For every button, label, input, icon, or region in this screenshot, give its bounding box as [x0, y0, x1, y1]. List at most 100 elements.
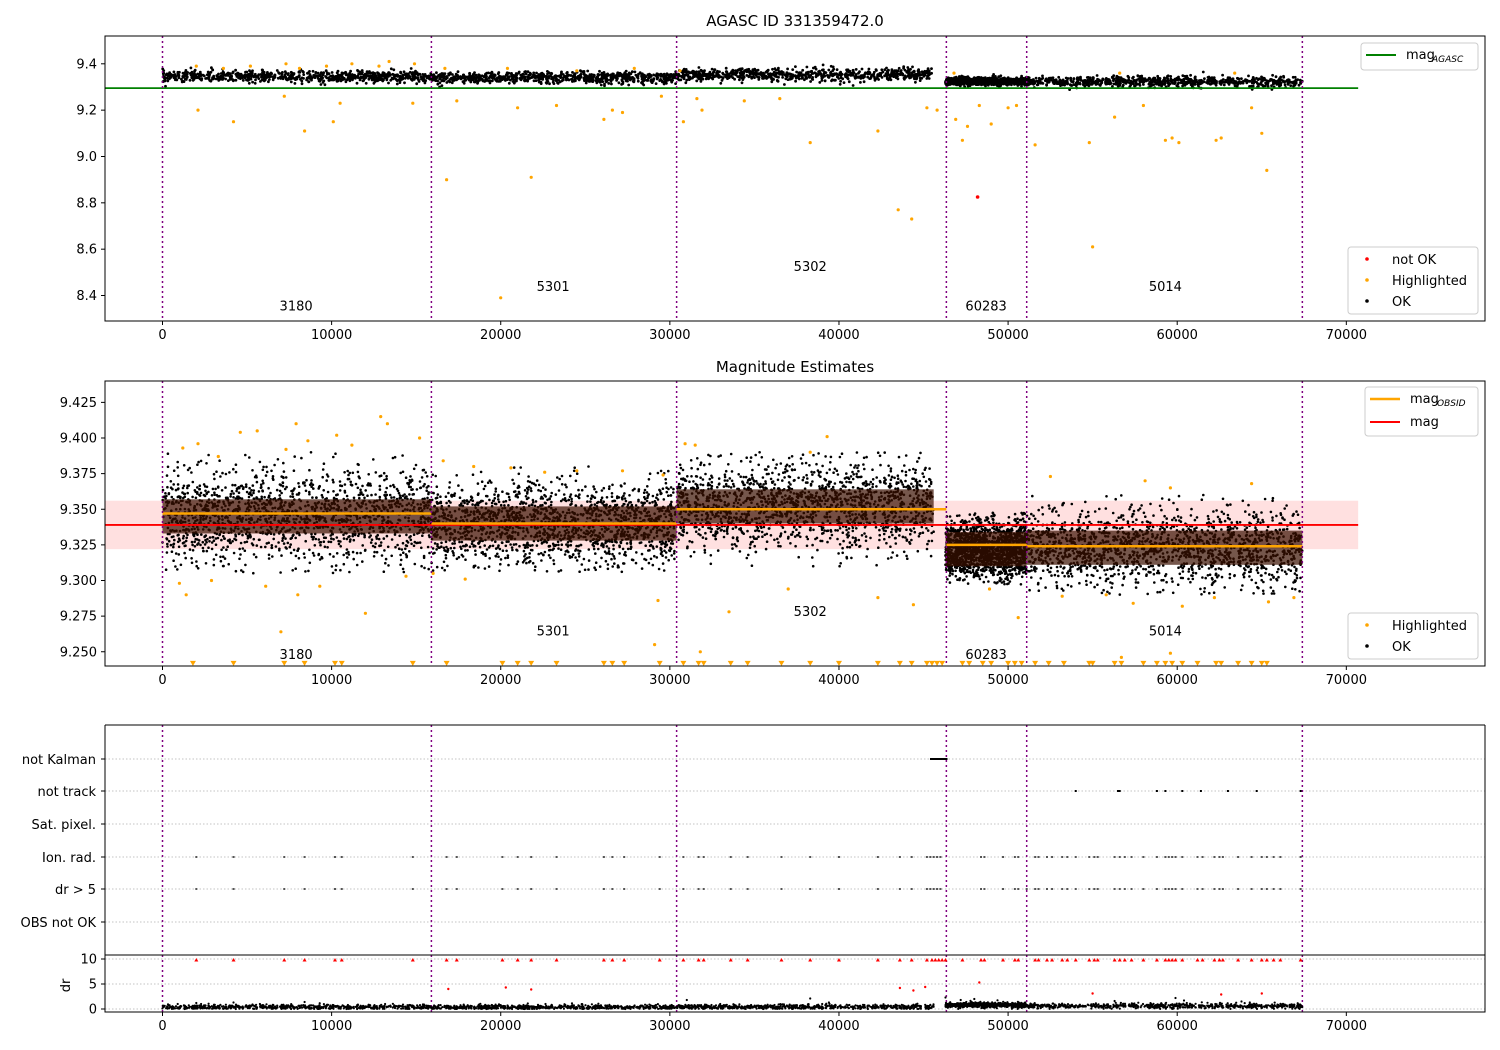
ok-point — [1189, 83, 1193, 87]
ok-point — [892, 74, 895, 78]
ok-point — [507, 77, 510, 81]
ok-point — [235, 489, 238, 493]
ok-point — [181, 486, 185, 490]
ok-point — [693, 71, 697, 75]
ok-point — [509, 72, 513, 75]
ok-point — [335, 71, 339, 75]
ok-point — [965, 82, 969, 86]
ok-point — [607, 82, 611, 85]
ok-point — [290, 536, 294, 540]
ok-point — [385, 486, 389, 490]
ok-point — [425, 475, 429, 478]
ok-point — [298, 70, 302, 74]
ok-point — [169, 480, 173, 483]
ok-point — [172, 469, 176, 473]
ok-point — [592, 74, 596, 78]
ok-point — [315, 496, 318, 500]
highlighted-point — [297, 66, 302, 70]
ok-point — [1057, 75, 1061, 79]
ok-point — [308, 561, 312, 565]
highlighted-point — [231, 120, 236, 124]
ok-point — [710, 67, 714, 71]
ok-point — [452, 77, 456, 81]
ok-point — [345, 494, 349, 498]
ok-point — [356, 74, 360, 78]
ok-point — [293, 82, 297, 85]
ok-point — [251, 80, 255, 84]
ok-point — [488, 81, 492, 85]
ok-point — [182, 534, 185, 538]
ok-point — [232, 492, 235, 495]
ok-point — [427, 567, 431, 571]
ok-point — [794, 74, 797, 78]
ok-point — [982, 76, 985, 80]
ok-point — [374, 542, 378, 545]
ok-point — [958, 78, 962, 82]
ok-point — [1057, 82, 1061, 85]
ok-point — [195, 564, 198, 568]
ok-point — [164, 84, 167, 88]
ok-point — [257, 77, 261, 80]
ok-point — [257, 490, 261, 493]
ok-point — [373, 73, 377, 77]
ok-point — [201, 73, 205, 77]
ok-point — [1187, 77, 1191, 81]
ok-point — [201, 546, 205, 550]
ok-point — [424, 79, 427, 83]
ok-point — [627, 75, 631, 78]
ok-point — [560, 70, 563, 74]
obsid-label: 60283 — [965, 300, 1006, 315]
ok-point — [636, 79, 640, 83]
ok-point — [1072, 77, 1076, 80]
ok-point — [565, 76, 569, 79]
ok-point — [425, 486, 429, 489]
ok-point — [478, 73, 481, 77]
ok-point — [997, 75, 1001, 78]
ok-point — [304, 570, 307, 573]
ok-point — [239, 541, 243, 545]
ok-point — [270, 469, 273, 473]
ok-point — [1206, 80, 1210, 84]
ok-point — [648, 72, 651, 76]
ok-point — [514, 79, 517, 83]
ok-point — [414, 463, 418, 467]
legend-agasc — [1360, 42, 1479, 71]
ok-point — [314, 71, 318, 75]
ok-point — [1227, 83, 1231, 86]
ok-point — [310, 479, 313, 482]
ok-point — [395, 82, 399, 86]
ok-point — [738, 78, 741, 82]
ok-point — [1075, 77, 1079, 81]
ok-point — [349, 69, 352, 73]
ok-point — [948, 83, 952, 86]
ok-point — [294, 554, 298, 558]
ok-point — [257, 538, 261, 542]
ok-point — [304, 489, 308, 493]
ok-point — [1039, 81, 1043, 85]
ok-point — [245, 540, 249, 544]
ok-point — [300, 456, 303, 460]
ok-point — [857, 71, 860, 75]
ok-point — [871, 73, 875, 77]
ok-point — [330, 565, 334, 568]
ok-point — [1118, 81, 1122, 85]
ok-point — [372, 458, 375, 461]
ok-point — [833, 73, 836, 77]
ok-point — [490, 70, 494, 74]
ok-point — [241, 547, 245, 550]
ok-point — [663, 80, 667, 84]
ok-point — [1287, 78, 1291, 82]
ok-point — [953, 81, 956, 85]
ok-point — [361, 71, 364, 74]
ok-point — [827, 68, 831, 72]
ok-point — [302, 70, 305, 74]
ok-point — [398, 534, 402, 538]
ok-point — [957, 75, 961, 78]
ok-point — [1126, 74, 1130, 78]
highlighted-point — [960, 138, 965, 142]
ok-point — [393, 485, 396, 489]
ok-point — [276, 458, 280, 461]
ok-point — [302, 552, 306, 555]
ok-point — [806, 73, 810, 76]
ok-point — [255, 480, 259, 484]
